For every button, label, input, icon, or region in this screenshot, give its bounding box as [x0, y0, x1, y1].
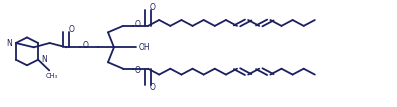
- Text: O: O: [83, 41, 89, 50]
- Text: OH: OH: [139, 43, 150, 52]
- Text: CH₃: CH₃: [45, 73, 57, 79]
- Text: O: O: [135, 20, 141, 29]
- Text: O: O: [135, 66, 141, 75]
- Text: O: O: [150, 83, 156, 92]
- Text: O: O: [68, 25, 74, 34]
- Text: N: N: [6, 39, 12, 48]
- Text: O: O: [150, 3, 156, 12]
- Text: N: N: [42, 55, 47, 64]
